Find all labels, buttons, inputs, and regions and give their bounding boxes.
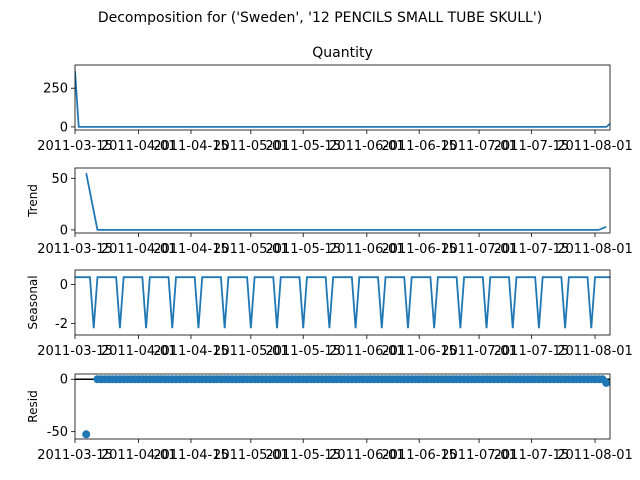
trend-series-line — [85, 172, 607, 231]
seasonal-xtick-label: 2011-06-15 — [381, 344, 457, 359]
seasonal-ytick-label: -2 — [55, 317, 68, 332]
seasonal-data — [75, 276, 610, 329]
trend-xtick-label: 2011-05-01 — [213, 242, 289, 257]
seasonal-xtick-label: 2011-04-01 — [101, 344, 177, 359]
resid-panel: 0-502011-03-152011-04-012011-04-152011-0… — [26, 373, 633, 463]
chart-panels: 02502011-03-152011-04-012011-04-152011-0… — [26, 45, 633, 463]
trend-xtick-label: 2011-07-15 — [494, 242, 570, 257]
trend-data — [85, 172, 607, 231]
quantity-xtick-label: 2011-04-01 — [101, 139, 177, 154]
seasonal-series-line — [75, 276, 610, 329]
quantity-ytick-label: 250 — [43, 82, 68, 97]
quantity-xtick-label: 2011-07-15 — [494, 139, 570, 154]
trend-xtick-label: 2011-03-15 — [37, 242, 113, 257]
seasonal-xtick-label: 2011-07-01 — [441, 344, 517, 359]
trend-xtick-label: 2011-04-01 — [101, 242, 177, 257]
seasonal-xtick-label: 2011-06-01 — [329, 344, 405, 359]
resid-xtick-label: 2011-03-15 — [37, 448, 113, 463]
resid-axes-frame — [74, 373, 611, 440]
resid-xtick-label: 2011-04-01 — [101, 448, 177, 463]
trend-xtick-label: 2011-04-15 — [153, 242, 229, 257]
seasonal-ytick-label: 0 — [60, 278, 68, 293]
seasonal-xtick-label: 2011-08-01 — [557, 344, 633, 359]
seasonal-xtick-label: 2011-07-15 — [494, 344, 570, 359]
seasonal-axes-frame — [74, 269, 611, 336]
quantity-xtick-label: 2011-06-01 — [329, 139, 405, 154]
trend-xtick-label: 2011-07-01 — [441, 242, 517, 257]
resid-xtick-label: 2011-06-01 — [329, 448, 405, 463]
resid-xtick-label: 2011-05-01 — [213, 448, 289, 463]
resid-xtick-label: 2011-05-15 — [265, 448, 341, 463]
resid-xtick-label: 2011-07-15 — [494, 448, 570, 463]
quantity-xtick-label: 2011-05-01 — [213, 139, 289, 154]
quantity-xtick-label: 2011-03-15 — [37, 139, 113, 154]
resid-ylabel: Resid — [26, 390, 40, 422]
seasonal-panel: 0-22011-03-152011-04-012011-04-152011-05… — [26, 269, 633, 359]
seasonal-xtick-label: 2011-04-15 — [153, 344, 229, 359]
seasonal-xtick-label: 2011-03-15 — [37, 344, 113, 359]
trend-ytick-label: 50 — [51, 172, 68, 187]
quantity-series-line — [75, 71, 610, 128]
resid-xtick-label: 2011-06-15 — [381, 448, 457, 463]
trend-xtick-label: 2011-06-15 — [381, 242, 457, 257]
trend-axes-frame — [74, 167, 611, 234]
quantity-data — [75, 71, 610, 128]
resid-point — [82, 430, 91, 439]
quantity-xtick-label: 2011-08-01 — [557, 139, 633, 154]
quantity-axes-frame — [74, 64, 611, 131]
quantity-xtick-label: 2011-04-15 — [153, 139, 229, 154]
trend-xtick-label: 2011-08-01 — [557, 242, 633, 257]
trend-xtick-label: 2011-05-15 — [265, 242, 341, 257]
resid-ytick-label: -50 — [47, 425, 68, 440]
seasonal-xtick-label: 2011-05-15 — [265, 344, 341, 359]
resid-xtick-label: 2011-07-01 — [441, 448, 517, 463]
resid-point — [602, 378, 610, 387]
seasonal-xtick-label: 2011-05-01 — [213, 344, 289, 359]
quantity-xtick-label: 2011-07-01 — [441, 139, 517, 154]
resid-data — [75, 375, 610, 439]
trend-panel: 0502011-03-152011-04-012011-04-152011-05… — [26, 167, 633, 257]
quantity-ytick-label: 0 — [60, 120, 68, 135]
trend-ylabel: Trend — [26, 184, 40, 218]
quantity-axes-title: Quantity — [312, 45, 373, 61]
trend-ytick-label: 0 — [60, 223, 68, 238]
seasonal-ylabel: Seasonal — [26, 275, 40, 329]
resid-xtick-label: 2011-04-15 — [153, 448, 229, 463]
figure-suptitle: Decomposition for ('Sweden', '12 PENCILS… — [98, 10, 542, 26]
quantity-xtick-label: 2011-06-15 — [381, 139, 457, 154]
quantity-xtick-label: 2011-05-15 — [265, 139, 341, 154]
quantity-panel: 02502011-03-152011-04-012011-04-152011-0… — [37, 45, 633, 154]
trend-xtick-label: 2011-06-01 — [329, 242, 405, 257]
resid-ytick-label: 0 — [60, 373, 68, 388]
resid-xtick-label: 2011-08-01 — [557, 448, 633, 463]
